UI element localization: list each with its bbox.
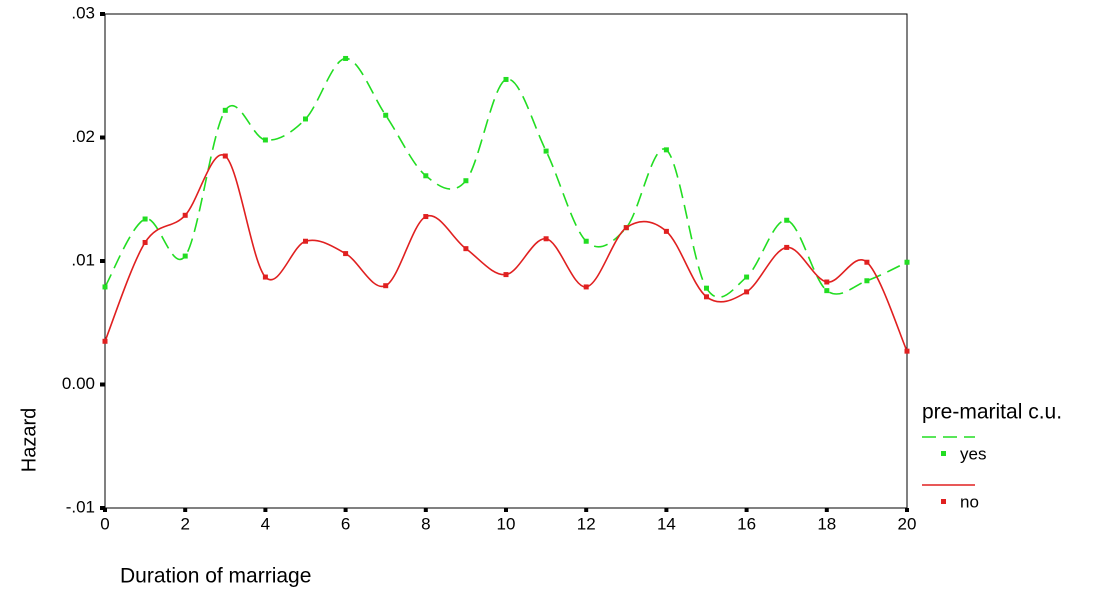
x-axis-label: Duration of marriage	[120, 565, 311, 588]
x-tick-label: 12	[577, 514, 596, 533]
x-tick-label: 18	[817, 514, 836, 533]
y-axis-label: Hazard	[18, 408, 40, 472]
point-marker	[262, 137, 268, 143]
point-marker	[784, 244, 790, 250]
point-marker	[463, 178, 469, 184]
point-marker	[102, 284, 108, 290]
point-marker	[423, 173, 429, 179]
point-marker	[222, 153, 228, 159]
point-marker	[583, 284, 589, 290]
point-marker	[663, 228, 669, 234]
point-marker	[784, 217, 790, 223]
plot-frame	[104, 13, 908, 509]
point-marker	[744, 289, 750, 295]
x-tick-label: 6	[341, 514, 350, 533]
point-marker	[142, 239, 148, 245]
point-marker	[383, 112, 389, 118]
point-marker	[262, 274, 268, 280]
point-marker	[303, 238, 308, 244]
point-marker	[904, 259, 910, 265]
point-marker	[864, 278, 870, 284]
point-marker	[102, 338, 108, 344]
x-tick-label: 0	[100, 514, 109, 533]
x-tick-label: 16	[737, 514, 756, 533]
point-marker	[222, 107, 228, 113]
point-marker	[663, 147, 669, 153]
point-marker	[864, 259, 870, 265]
legend-label: no	[960, 492, 979, 511]
y-tick-label: 0.00	[62, 374, 95, 393]
point-marker	[142, 216, 148, 222]
point-marker	[623, 225, 629, 231]
y-tick-label: .02	[71, 127, 95, 146]
y-tick-label: -.01	[66, 497, 95, 516]
point-marker	[824, 288, 830, 294]
point-marker	[824, 279, 830, 285]
x-tick-label: 20	[898, 514, 917, 533]
legend-marker	[941, 451, 946, 456]
point-marker	[543, 236, 549, 242]
point-marker	[503, 272, 509, 278]
point-marker	[423, 214, 429, 220]
point-marker	[303, 116, 308, 122]
x-tick-label: 8	[421, 514, 430, 533]
point-marker	[583, 238, 589, 244]
point-marker	[182, 253, 188, 259]
point-marker	[904, 348, 910, 354]
y-tick-label: .01	[71, 250, 95, 269]
point-marker	[343, 55, 349, 61]
legend-marker	[941, 499, 946, 504]
series-line	[104, 153, 908, 352]
legend-title: pre-marital c.u.	[922, 401, 1062, 424]
point-marker	[704, 285, 709, 291]
x-tick-label: 2	[180, 514, 189, 533]
x-tick-label: 14	[657, 514, 676, 533]
point-marker	[463, 246, 469, 252]
point-marker	[744, 274, 750, 280]
point-marker	[543, 148, 549, 154]
point-marker	[343, 251, 349, 257]
legend-label: yes	[960, 444, 986, 463]
x-tick-label: 10	[497, 514, 516, 533]
point-marker	[503, 76, 509, 82]
point-marker	[182, 212, 188, 218]
x-tick-label: 4	[261, 514, 270, 533]
point-marker	[704, 294, 709, 300]
point-marker	[383, 283, 389, 289]
series-line	[104, 57, 908, 299]
y-tick-label: .03	[71, 3, 95, 22]
